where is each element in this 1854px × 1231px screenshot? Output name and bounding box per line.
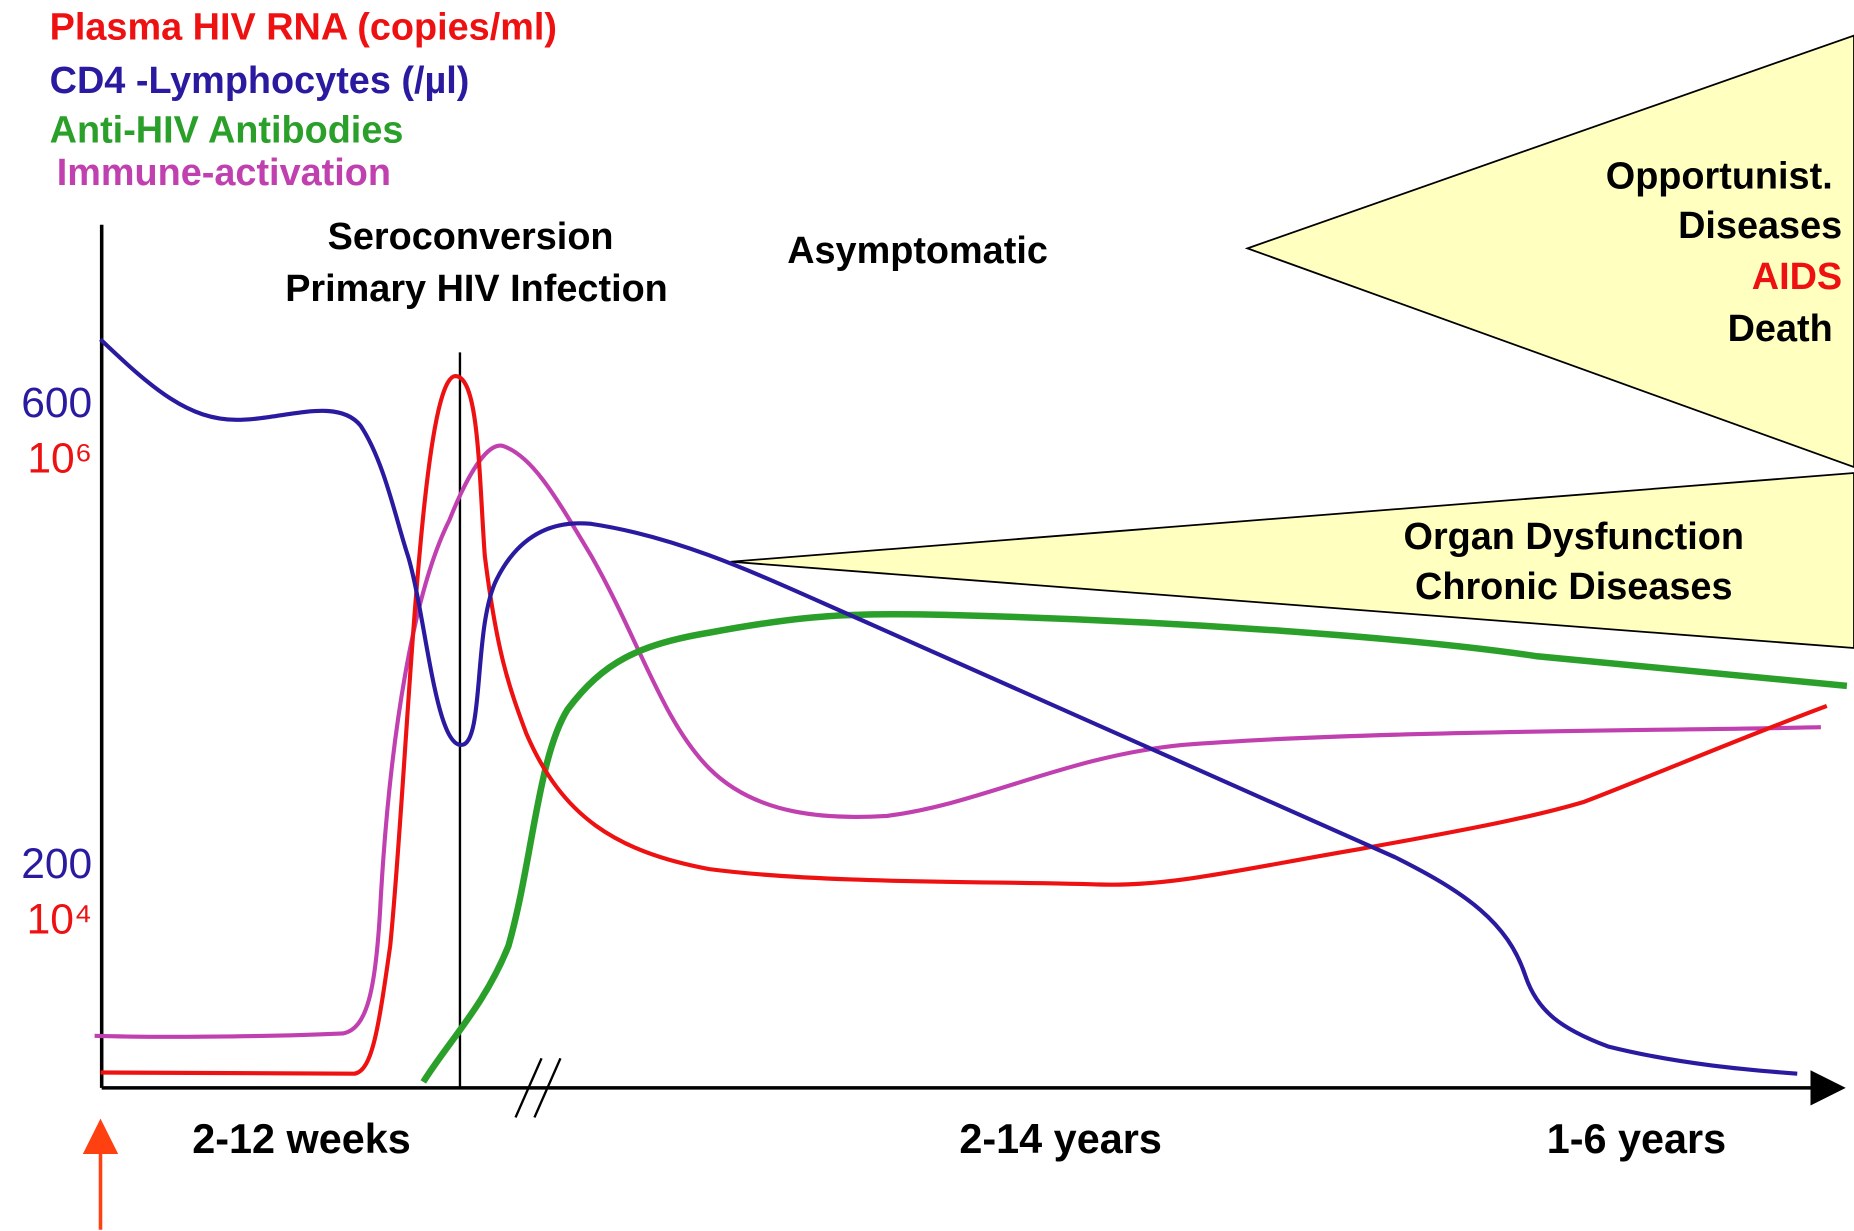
rna-curve	[100, 373, 1828, 1076]
legend-cd4: CD4 -Lymphocytes (/µl)	[50, 60, 470, 102]
antibody-curve	[420, 610, 1848, 1084]
outcome-label: Diseases	[1678, 205, 1842, 247]
legend-antibody: Anti-HIV Antibodies	[50, 109, 404, 151]
outcome-label: Chronic Diseases	[1415, 566, 1732, 608]
y-label: 600	[21, 379, 92, 427]
outcome-label: Death	[1728, 308, 1833, 350]
x-label: 2-12 weeks	[192, 1116, 411, 1162]
y-label: 10⁶	[27, 434, 92, 482]
axis-break	[514, 1057, 562, 1118]
cd4-curve	[99, 337, 1798, 1076]
organ-wedge	[730, 472, 1854, 649]
y-label: 10⁴	[27, 896, 93, 944]
legend-immune: Immune-activation	[57, 152, 391, 194]
outcome-label: AIDS	[1752, 256, 1842, 298]
aids-wedge	[1244, 34, 1854, 469]
immune-curve	[94, 443, 1821, 1039]
phase-label: Seroconversion	[328, 216, 614, 258]
x-label: 1-6 years	[1547, 1116, 1726, 1162]
legend-rna: Plasma HIV RNA (copies/ml)	[50, 7, 557, 49]
outcome-label: Opportunist.	[1606, 156, 1833, 198]
outcome-label: Organ Dysfunction	[1404, 516, 1744, 558]
y-label: 200	[21, 840, 92, 888]
x-label: 2-14 years	[959, 1116, 1161, 1162]
phase-label: Primary HIV Infection	[285, 268, 668, 310]
phase-label: Asymptomatic	[787, 230, 1048, 272]
